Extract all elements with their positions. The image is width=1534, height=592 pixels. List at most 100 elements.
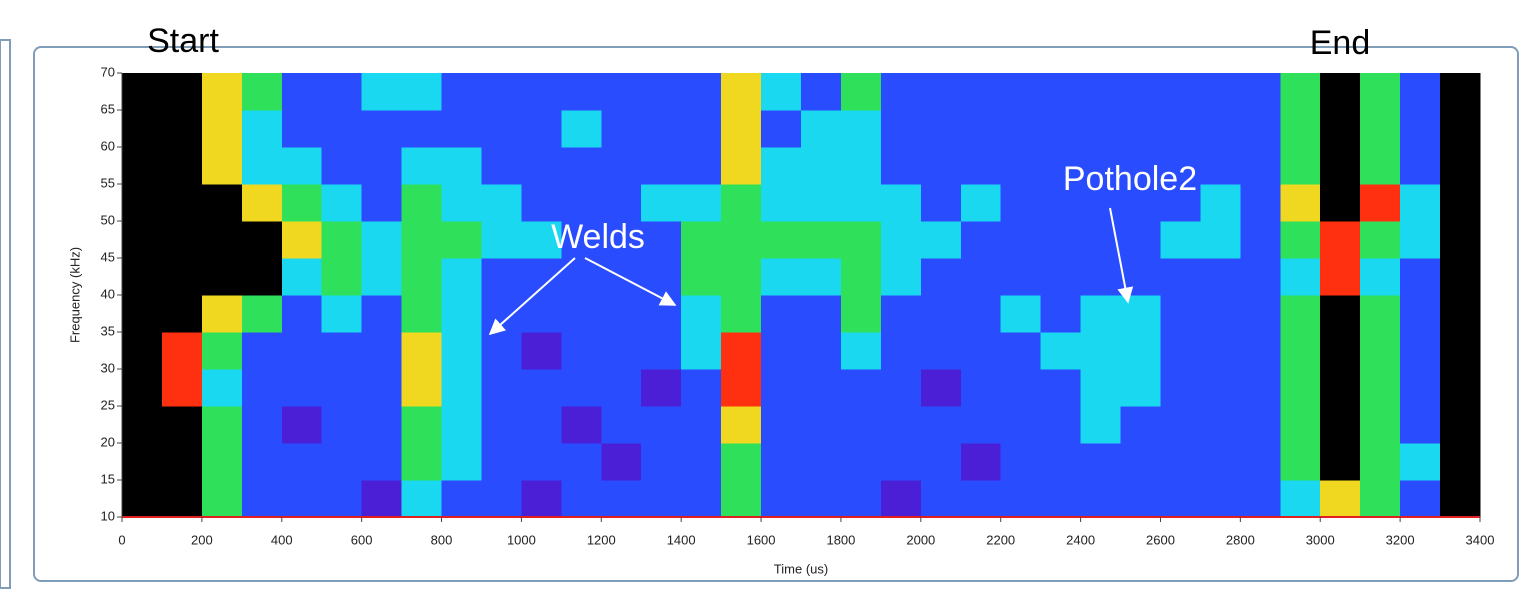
y-axis-title: Frequency (kHz) xyxy=(67,247,82,343)
heat-cell xyxy=(840,480,882,518)
heat-cell xyxy=(321,258,363,296)
heat-cell xyxy=(601,110,642,148)
heat-cell xyxy=(1200,221,1241,259)
y-tick-label: 40 xyxy=(101,286,115,301)
heat-cell xyxy=(1000,110,1042,148)
heat-cell xyxy=(561,110,602,148)
heat-cell xyxy=(1000,147,1042,185)
heat-cell xyxy=(241,369,283,407)
heat-cell xyxy=(241,258,283,296)
arrow xyxy=(488,257,576,336)
heat-cell xyxy=(840,406,882,444)
heat-cell xyxy=(840,147,882,185)
heat-cell xyxy=(1360,258,1401,296)
heat-cell xyxy=(601,147,642,185)
heat-cell xyxy=(161,184,203,222)
heat-cell xyxy=(1280,406,1321,444)
heat-cell xyxy=(1400,110,1441,148)
heat-cell xyxy=(1200,369,1241,407)
heat-cell xyxy=(601,295,642,333)
y-tick-label: 10 xyxy=(101,508,115,523)
heat-cell xyxy=(920,480,962,518)
heat-cell xyxy=(761,73,802,111)
heat-cell xyxy=(1360,221,1401,259)
heat-cell xyxy=(920,406,962,444)
heat-cell xyxy=(481,110,522,148)
heat-cell xyxy=(1040,258,1082,296)
heat-cell xyxy=(641,443,682,481)
heat-cell xyxy=(681,406,722,444)
heat-cell xyxy=(361,73,403,111)
heat-cell xyxy=(1080,258,1122,296)
heat-cell xyxy=(1320,184,1361,222)
heat-cell xyxy=(1280,110,1321,148)
heat-cell xyxy=(521,443,562,481)
y-tick-label: 70 xyxy=(101,64,115,79)
heat-cell xyxy=(1000,406,1042,444)
x-tick-label: 2000 xyxy=(906,532,935,547)
heat-cell xyxy=(1400,73,1441,111)
heat-cell xyxy=(1400,258,1441,296)
heat-cell xyxy=(1200,332,1241,370)
heat-cell xyxy=(481,184,522,222)
heat-cell xyxy=(441,110,482,148)
heat-cell xyxy=(721,295,762,333)
heat-cell xyxy=(561,295,602,333)
heat-cell xyxy=(1240,110,1281,148)
heat-cell xyxy=(880,369,922,407)
heat-cell xyxy=(1320,406,1361,444)
heat-cell xyxy=(521,221,562,259)
heat-cell xyxy=(1000,332,1042,370)
heat-cell xyxy=(721,110,762,148)
heat-cell xyxy=(561,221,602,259)
heatmap xyxy=(122,73,1481,518)
heat-cell xyxy=(1080,221,1122,259)
heat-cell xyxy=(960,73,1002,111)
heat-cell xyxy=(122,147,163,185)
heat-cell xyxy=(1040,184,1082,222)
heat-cell xyxy=(401,147,443,185)
heat-cell xyxy=(1280,480,1321,518)
heat-cell xyxy=(1000,184,1042,222)
heat-cell xyxy=(920,369,962,407)
heat-cell xyxy=(122,332,163,370)
heat-cell xyxy=(1000,480,1042,518)
heat-cell xyxy=(321,73,363,111)
heat-cell xyxy=(1160,295,1201,333)
heat-cell xyxy=(1280,147,1321,185)
heat-cell xyxy=(481,221,522,259)
heat-cell xyxy=(641,110,682,148)
heat-cell xyxy=(1160,221,1201,259)
x-tick-label: 3400 xyxy=(1466,532,1495,547)
heat-cell xyxy=(681,295,722,333)
heat-cell xyxy=(161,369,203,407)
heat-cell xyxy=(1280,443,1321,481)
heat-cell xyxy=(1360,147,1401,185)
heat-cell xyxy=(361,110,403,148)
heat-cell xyxy=(1200,184,1241,222)
heat-cell xyxy=(281,258,323,296)
heat-cell xyxy=(1160,332,1201,370)
heat-cell xyxy=(681,443,722,481)
heat-cell xyxy=(840,369,882,407)
heat-cell xyxy=(441,295,482,333)
heat-cell xyxy=(241,110,283,148)
heat-cell xyxy=(880,295,922,333)
heat-cell xyxy=(1280,332,1321,370)
heat-cell xyxy=(1360,295,1401,333)
heat-cell xyxy=(641,295,682,333)
heat-cell xyxy=(1280,73,1321,111)
heat-cell xyxy=(880,184,922,222)
heat-cell xyxy=(641,406,682,444)
heat-cell xyxy=(1160,110,1201,148)
heat-cell xyxy=(721,73,762,111)
heat-cell xyxy=(122,295,163,333)
heat-cell xyxy=(920,184,962,222)
heat-cell xyxy=(801,443,842,481)
heat-cell xyxy=(1000,369,1042,407)
heat-cell xyxy=(1280,295,1321,333)
heat-cell xyxy=(1040,480,1082,518)
heat-cell xyxy=(201,221,243,259)
heat-cell xyxy=(1160,369,1201,407)
heat-cell xyxy=(122,406,163,444)
